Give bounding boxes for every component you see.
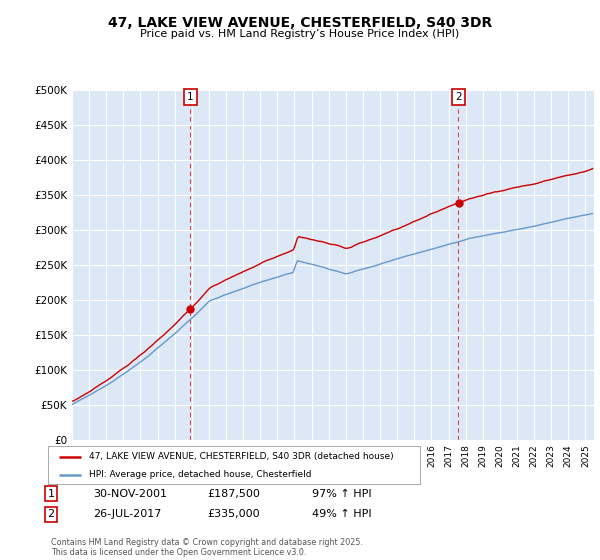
Text: 2: 2 (47, 509, 55, 519)
Text: HPI: Average price, detached house, Chesterfield: HPI: Average price, detached house, Ches… (89, 470, 311, 479)
Text: Price paid vs. HM Land Registry’s House Price Index (HPI): Price paid vs. HM Land Registry’s House … (140, 29, 460, 39)
Text: 47, LAKE VIEW AVENUE, CHESTERFIELD, S40 3DR (detached house): 47, LAKE VIEW AVENUE, CHESTERFIELD, S40 … (89, 452, 394, 461)
Text: £187,500: £187,500 (207, 489, 260, 499)
Text: 49% ↑ HPI: 49% ↑ HPI (312, 509, 371, 519)
Text: 2: 2 (455, 92, 461, 101)
Text: £335,000: £335,000 (207, 509, 260, 519)
Text: 1: 1 (187, 92, 194, 101)
Text: 30-NOV-2001: 30-NOV-2001 (93, 489, 167, 499)
Text: 47, LAKE VIEW AVENUE, CHESTERFIELD, S40 3DR: 47, LAKE VIEW AVENUE, CHESTERFIELD, S40 … (108, 16, 492, 30)
Text: 26-JUL-2017: 26-JUL-2017 (93, 509, 161, 519)
Text: 97% ↑ HPI: 97% ↑ HPI (312, 489, 371, 499)
Text: 1: 1 (47, 489, 55, 499)
Text: Contains HM Land Registry data © Crown copyright and database right 2025.
This d: Contains HM Land Registry data © Crown c… (51, 538, 363, 557)
